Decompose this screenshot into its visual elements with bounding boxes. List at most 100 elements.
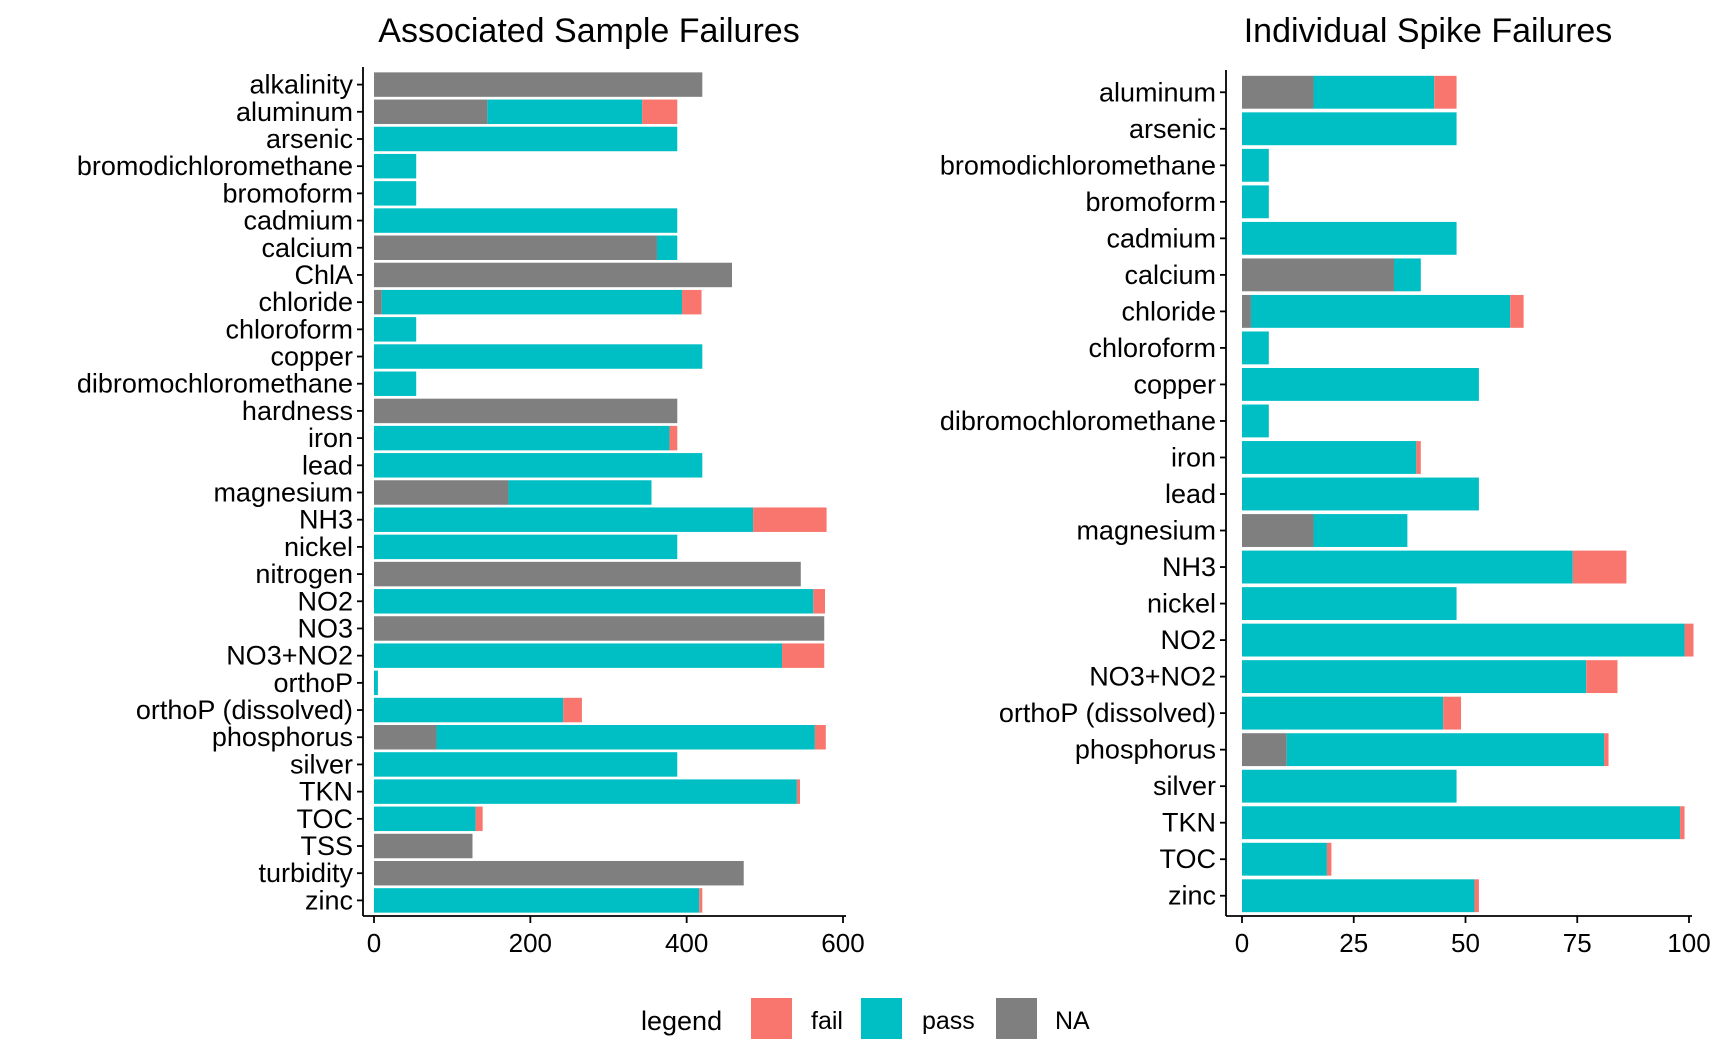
- category-label: NO3+NO2: [226, 641, 353, 671]
- bar-pass-segment: [1313, 514, 1408, 547]
- bar-pass-segment: [436, 725, 815, 750]
- bar-pass-segment: [374, 534, 678, 560]
- bar-fail-segment: [1680, 806, 1685, 840]
- bar-pass-segment: [1242, 477, 1479, 511]
- bar-fail-segment: [782, 643, 825, 668]
- legend-key-fail: [751, 998, 792, 1039]
- bar-pass-segment: [374, 181, 417, 206]
- individual-spike-failures-panel: Individual Spike Failures aluminum arseni…: [940, 12, 1711, 958]
- bar-pass-segment: [1242, 660, 1587, 694]
- category-label: NO2: [1160, 625, 1216, 655]
- category-label: chloroform: [1088, 333, 1216, 363]
- bar-fail-segment: [813, 589, 826, 614]
- x-tick-label: 200: [509, 928, 552, 958]
- category-label: bromoform: [222, 178, 353, 208]
- category-label: hardness: [242, 396, 353, 426]
- bar-fail-segment: [1326, 842, 1332, 876]
- bar-fail-segment: [681, 289, 702, 315]
- associated-sample-failures-panel: Associated Sample Failures alkalinityalu…: [77, 12, 865, 958]
- bar-fail-segment: [669, 425, 678, 451]
- bar-pass-segment: [374, 670, 378, 696]
- bar-pass-segment: [1250, 294, 1511, 328]
- bar-fail-segment: [1572, 550, 1627, 584]
- bar-fail-segment: [642, 99, 678, 125]
- bar-pass-segment: [374, 589, 814, 614]
- bar-na-segment: [374, 289, 382, 315]
- bar-pass-segment: [374, 371, 417, 396]
- bar-fail-segment: [475, 806, 483, 832]
- x-tick-label: 25: [1339, 928, 1368, 958]
- bar-na-segment: [374, 235, 657, 260]
- category-label: NO3: [297, 613, 353, 643]
- category-label: orthoP (dissolved): [999, 698, 1216, 728]
- bar-pass-segment: [381, 289, 682, 315]
- category-label: zinc: [1168, 881, 1216, 911]
- bar-na-segment: [1242, 294, 1251, 328]
- bar-pass-segment: [1242, 185, 1269, 219]
- category-label: dibromochloromethane: [940, 406, 1216, 436]
- bar-pass-segment: [508, 480, 652, 505]
- category-label: zinc: [305, 885, 353, 915]
- bar-fail-segment: [699, 888, 703, 913]
- bar-pass-segment: [374, 779, 797, 804]
- category-label: arsenic: [1129, 114, 1216, 144]
- category-label: ChlA: [294, 260, 353, 290]
- bar-na-segment: [374, 561, 801, 587]
- legend: legend fail pass NA: [641, 998, 1090, 1039]
- category-label: TKN: [1162, 808, 1216, 838]
- bar-pass-segment: [1242, 806, 1681, 840]
- legend-key-pass: [861, 998, 902, 1039]
- category-label: chloride: [1121, 296, 1216, 326]
- bar-na-segment: [374, 616, 825, 641]
- category-label: nickel: [284, 532, 353, 562]
- category-label: NH3: [1162, 552, 1216, 582]
- category-label: NO2: [297, 586, 353, 616]
- bar-fail-segment: [1434, 75, 1457, 109]
- bar-pass-segment: [656, 235, 678, 260]
- bar-fail-segment: [1586, 660, 1618, 694]
- category-label: nickel: [1147, 589, 1216, 619]
- category-label: alkalinity: [249, 70, 353, 100]
- bar-pass-segment: [374, 507, 754, 532]
- bar-fail-segment: [814, 725, 826, 750]
- bar-na-segment: [1242, 258, 1394, 292]
- bar-fail-segment: [1684, 623, 1694, 657]
- bar-fail-segment: [1443, 696, 1462, 730]
- bar-fail-segment: [1416, 441, 1421, 474]
- category-label: orthoP: [273, 668, 353, 698]
- bar-pass-segment: [374, 208, 678, 233]
- category-label: nitrogen: [255, 559, 353, 589]
- category-label: aluminum: [236, 97, 353, 127]
- category-label: silver: [1153, 771, 1216, 801]
- bar-pass-segment: [1242, 587, 1457, 620]
- category-label: iron: [1171, 442, 1216, 472]
- bar-na-segment: [374, 99, 488, 125]
- category-label: copper: [1133, 369, 1216, 399]
- category-label: dibromochloromethane: [77, 369, 353, 399]
- bar-na-segment: [374, 860, 744, 886]
- category-label: silver: [290, 749, 353, 779]
- bar-pass-segment: [374, 643, 783, 668]
- bar-na-segment: [1242, 514, 1314, 547]
- x-tick-label: 50: [1451, 928, 1480, 958]
- panel-title: Individual Spike Failures: [1244, 12, 1613, 50]
- category-label: arsenic: [266, 124, 353, 154]
- legend-key-na: [996, 998, 1037, 1039]
- bar-pass-segment: [1242, 769, 1457, 803]
- bar-na-segment: [374, 725, 437, 750]
- bar-pass-segment: [1242, 696, 1444, 730]
- category-label: cadmium: [1106, 223, 1216, 253]
- bar-pass-segment: [1286, 733, 1605, 767]
- bar-pass-segment: [1242, 441, 1417, 474]
- category-label: chloride: [258, 287, 353, 317]
- category-label: aluminum: [1099, 77, 1216, 107]
- legend-title: legend: [641, 1006, 722, 1036]
- category-label: bromodichloromethane: [940, 150, 1216, 180]
- bar-pass-segment: [1313, 75, 1435, 109]
- bar-fail-segment: [796, 779, 801, 804]
- bar-na-segment: [374, 398, 678, 424]
- category-label: orthoP (dissolved): [136, 695, 353, 725]
- bar-pass-segment: [374, 453, 703, 478]
- category-label: cadmium: [243, 206, 353, 236]
